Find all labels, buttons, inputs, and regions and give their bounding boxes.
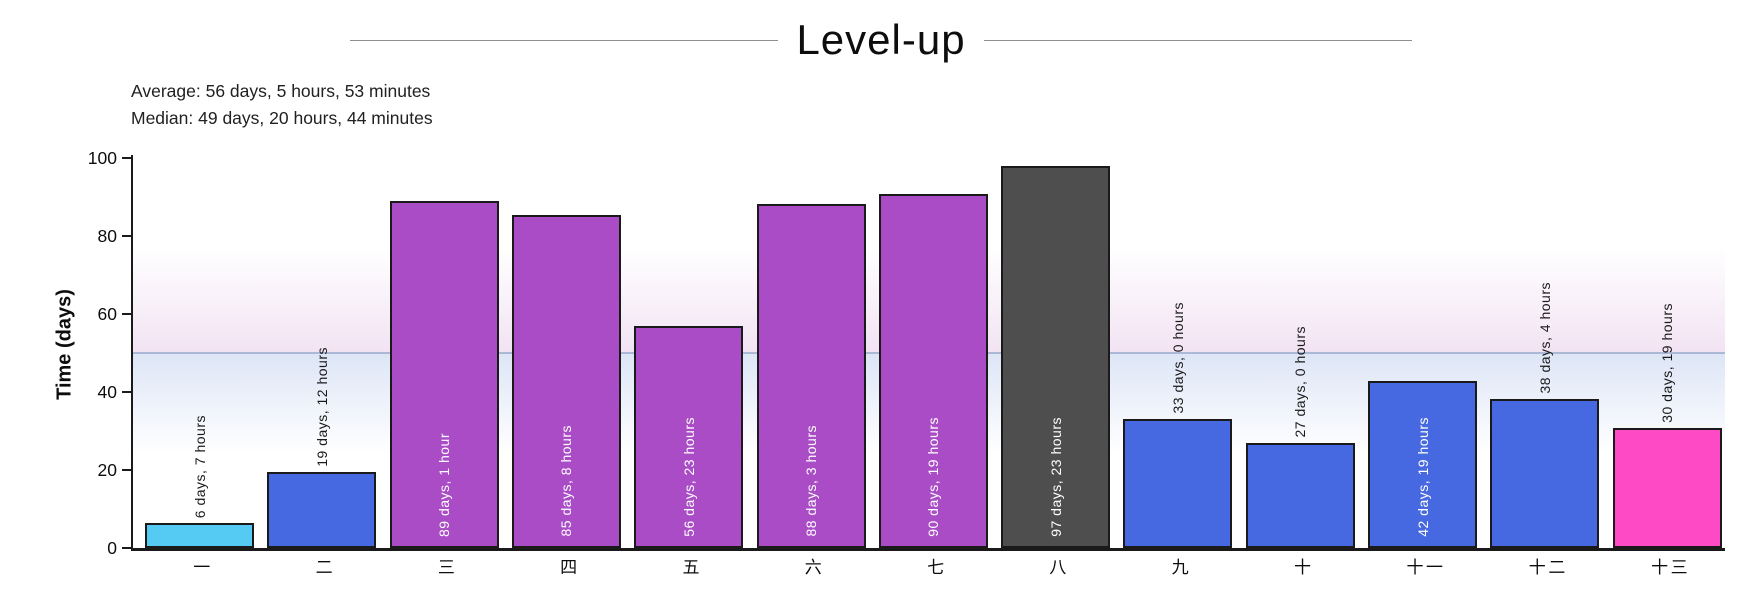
x-tick-label-3: 三	[434, 558, 454, 575]
y-tick-mark	[122, 469, 131, 471]
bar-五: 56 days, 23 hours	[634, 326, 744, 548]
x-tick-label-4: 四	[557, 558, 577, 575]
x-tick-label-9: 九	[1168, 558, 1188, 575]
x-tick-label-7: 七	[924, 558, 944, 575]
bar-十一: 42 days, 19 hours	[1368, 381, 1477, 548]
bar-六: 88 days, 3 hours	[756, 204, 866, 548]
chart-title: Level-up	[796, 16, 966, 63]
chart-title-row: Level-up	[350, 16, 1413, 64]
y-tick-label: 20	[97, 460, 117, 480]
bar-二: 19 days, 12 hours	[267, 347, 377, 548]
bar-十三: 30 days, 19 hours	[1612, 303, 1722, 548]
y-axis-label: Time (days)	[53, 289, 76, 400]
bar-value-label: 27 days, 0 hours	[1292, 326, 1309, 438]
bar-value-label: 89 days, 1 hour	[436, 432, 453, 537]
title-divider-right	[983, 39, 1413, 41]
x-tick-label-1: 一	[190, 558, 210, 575]
bar-四: 85 days, 8 hours	[511, 215, 621, 548]
bar-value-label: 97 days, 23 hours	[1047, 417, 1064, 537]
bar-value-label: 90 days, 19 hours	[925, 417, 942, 537]
y-tick-label: 60	[97, 304, 117, 324]
bar-八: 97 days, 23 hours	[1001, 166, 1111, 548]
bar-value-label: 33 days, 0 hours	[1169, 302, 1186, 414]
bar-value-label: 30 days, 19 hours	[1659, 303, 1676, 423]
bar-十二: 38 days, 4 hours	[1490, 282, 1600, 548]
bar-value-label: 38 days, 4 hours	[1536, 282, 1553, 394]
bar-value-label: 88 days, 3 hours	[803, 425, 819, 537]
y-tick-label: 80	[97, 226, 117, 246]
x-tick-label-8: 八	[1046, 558, 1066, 575]
title-divider-left	[350, 39, 779, 41]
x-tick-label-10: 十	[1290, 558, 1310, 575]
median-stat: Median: 49 days, 20 hours, 44 minutes	[131, 108, 433, 128]
x-tick-label-2: 二	[312, 558, 332, 575]
x-tick-label-6: 六	[801, 558, 821, 575]
bar-七: 90 days, 19 hours	[878, 194, 988, 548]
plot-area: 0 20 40 60 80 100 6 days, 7 hours 一 19 days, 12 …	[88, 148, 1725, 575]
y-tick-label: 0	[107, 538, 117, 558]
x-tick-label-11: 十一	[1403, 558, 1443, 575]
bar-value-label: 42 days, 19 hours	[1414, 417, 1431, 537]
x-tick-label-13: 十三	[1648, 558, 1687, 575]
bar-一: 6 days, 7 hours	[145, 415, 254, 548]
summary-stats: Average: 56 days, 5 hours, 53 minutes Me…	[131, 78, 433, 132]
y-tick-label: 40	[97, 382, 117, 402]
bar-value-label: 6 days, 7 hours	[191, 414, 208, 518]
bar-九: 33 days, 0 hours	[1123, 302, 1233, 548]
y-tick-mark	[122, 547, 131, 549]
y-tick-mark	[122, 157, 131, 159]
bar-三: 89 days, 1 hour	[389, 201, 499, 548]
bar-十: 27 days, 0 hours	[1245, 326, 1355, 548]
x-tick-label-12: 十二	[1525, 558, 1565, 575]
y-tick-mark	[122, 391, 131, 393]
y-tick-mark	[122, 235, 131, 237]
y-tick-label: 100	[87, 148, 117, 168]
y-tick-mark	[122, 313, 131, 315]
bar-value-label: 56 days, 23 hours	[680, 417, 697, 537]
bar-value-label: 85 days, 8 hours	[558, 425, 575, 537]
x-tick-label-5: 五	[679, 558, 699, 575]
average-stat: Average: 56 days, 5 hours, 53 minutes	[131, 81, 431, 101]
bar-value-label: 19 days, 12 hours	[313, 347, 330, 467]
